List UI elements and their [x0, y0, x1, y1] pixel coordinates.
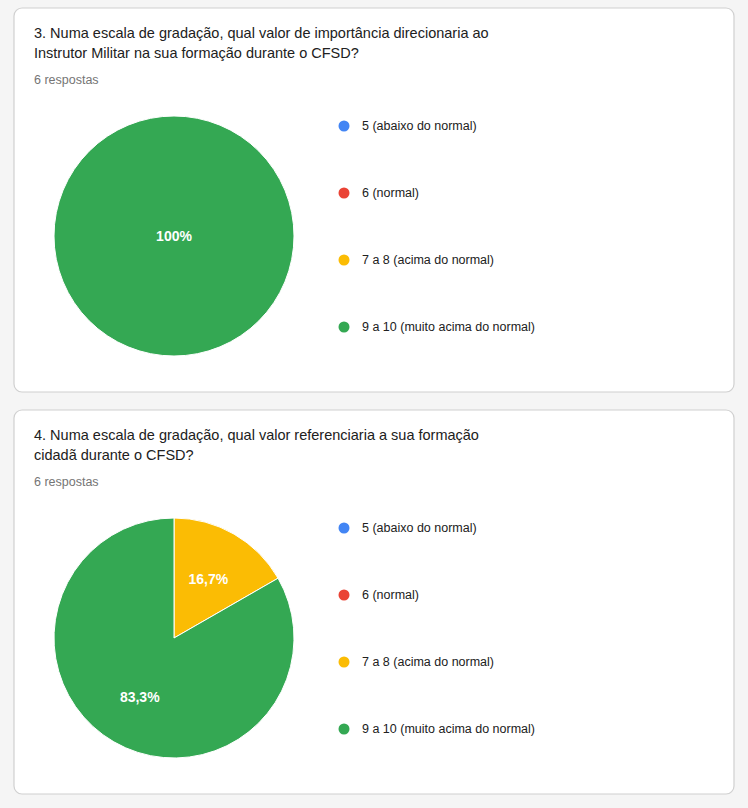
legend-label: 9 a 10 (muito acima do normal) — [362, 320, 535, 334]
legend: 5 (abaixo do normal) 6 (normal) 7 a 8 (aci… — [339, 521, 536, 736]
data-labels: 100% — [156, 228, 192, 244]
legend-swatch — [339, 322, 350, 333]
card: 3. Numa escala de gradação, qual valor d… — [14, 8, 734, 392]
legend-label: 9 a 10 (muito acima do normal) — [362, 722, 535, 736]
legend-swatch — [339, 121, 350, 132]
legend: 5 (abaixo do normal) 6 (normal) 7 a 8 (aci… — [339, 119, 536, 334]
data-labels: 16,7% 83,3% — [120, 571, 229, 705]
legend-item: 9 a 10 (muito acima do normal) — [339, 320, 536, 334]
legend-label: 6 (normal) — [362, 588, 419, 602]
pie-slice — [54, 116, 294, 356]
legend-item: 7 a 8 (acima do normal) — [339, 655, 495, 669]
card-background — [14, 8, 734, 392]
pie-slice — [54, 518, 294, 758]
card-background — [14, 410, 734, 794]
figure: 3. Numa escala de gradação, qual valor d… — [0, 0, 748, 808]
title-line: Instrutor Militar na sua formação durant… — [34, 45, 359, 61]
legend-label: 7 a 8 (acima do normal) — [362, 253, 494, 267]
card: 4. Numa escala de gradação, qual valor r… — [14, 410, 734, 794]
legend-label: 5 (abaixo do normal) — [362, 119, 477, 133]
data-label: 83,3% — [120, 689, 160, 705]
legend-item: 5 (abaixo do normal) — [339, 119, 477, 133]
data-label: 100% — [156, 228, 192, 244]
slices — [54, 116, 294, 356]
background — [0, 0, 748, 808]
legend-label: 6 (normal) — [362, 186, 419, 200]
slices — [54, 518, 294, 758]
title: 4. Numa escala de gradação, qual valor r… — [34, 427, 479, 463]
subtitle: 6 respostas — [34, 73, 99, 87]
pie: 100% — [54, 116, 294, 356]
legend-swatch — [339, 590, 350, 601]
pie: 16,7% 83,3% — [54, 518, 294, 758]
legend-swatch — [339, 188, 350, 199]
legend-item: 9 a 10 (muito acima do normal) — [339, 722, 536, 736]
legend-item: 6 (normal) — [339, 588, 419, 602]
legend-swatch — [339, 523, 350, 534]
title-line: 4. Numa escala de gradação, qual valor r… — [34, 427, 479, 443]
legend-label: 7 a 8 (acima do normal) — [362, 655, 494, 669]
legend-swatch — [339, 724, 350, 735]
legend-label: 5 (abaixo do normal) — [362, 521, 477, 535]
legend-item: 6 (normal) — [339, 186, 419, 200]
title-line: 3. Numa escala de gradação, qual valor d… — [34, 25, 489, 41]
data-label: 16,7% — [188, 571, 228, 587]
legend-item: 5 (abaixo do normal) — [339, 521, 477, 535]
title: 3. Numa escala de gradação, qual valor d… — [34, 25, 489, 61]
legend-swatch — [339, 255, 350, 266]
title-line: cidadã durante o CFSD? — [34, 447, 194, 463]
legend-swatch — [339, 657, 350, 668]
subtitle: 6 respostas — [34, 475, 99, 489]
legend-item: 7 a 8 (acima do normal) — [339, 253, 495, 267]
chart-container: 3. Numa escala de gradação, qual valor d… — [0, 0, 748, 808]
